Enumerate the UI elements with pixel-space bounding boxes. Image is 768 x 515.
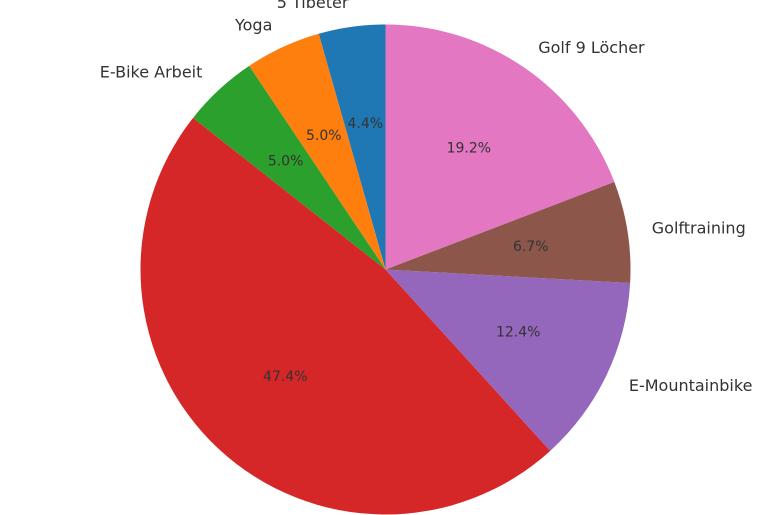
pie-slice-0 bbox=[318, 24, 386, 270]
pie-slice-5 bbox=[385, 181, 631, 283]
pie-slice-2 bbox=[192, 65, 386, 270]
slice-label-2: E-Bike Arbeit bbox=[100, 62, 203, 81]
slice-pct-label-5: 6.7% bbox=[513, 239, 549, 255]
slice-label-6: Golf 9 Löcher bbox=[538, 38, 645, 57]
slice-pct-label-4: 12.4% bbox=[496, 325, 540, 341]
pie-slice-4 bbox=[385, 269, 631, 451]
slice-pct-label-3: 47.4% bbox=[263, 369, 307, 385]
slice-pct-label-0: 4.4% bbox=[347, 116, 383, 132]
slice-label-1: Yoga bbox=[234, 15, 272, 34]
slice-label-4: E-Mountainbike bbox=[629, 376, 753, 395]
slice-label-5: Golftraining bbox=[652, 218, 746, 237]
pie-slice-3 bbox=[140, 117, 551, 515]
slice-pct-label-1: 5.0% bbox=[306, 128, 342, 144]
pie-slice-1 bbox=[249, 33, 386, 270]
pie-slice-6 bbox=[385, 24, 615, 270]
slice-label-0: 5 Tibeter bbox=[277, 0, 349, 12]
slice-pct-label-2: 5.0% bbox=[268, 154, 304, 170]
slice-pct-label-6: 19.2% bbox=[447, 140, 491, 156]
